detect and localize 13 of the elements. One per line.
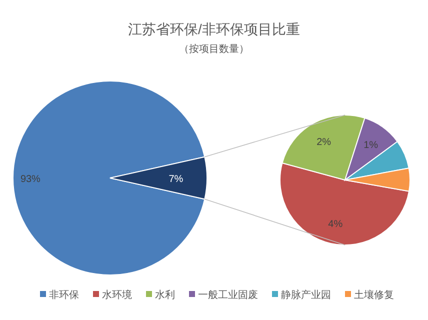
legend-label: 土壤修复 (354, 289, 394, 301)
chart-title: 江苏省环保/非环保项目比重 (128, 21, 300, 37)
legend-label: 水利 (155, 289, 175, 301)
data-label: 1% (364, 140, 378, 152)
legend-label: 水环境 (102, 289, 132, 301)
data-label: 2% (316, 137, 332, 148)
data-label: 4% (328, 219, 343, 230)
data-label: 7% (168, 174, 184, 185)
legend-label: 非环保 (49, 289, 79, 301)
data-label: 93% (20, 174, 41, 185)
legend-label: 静脉产业园 (281, 289, 331, 301)
chart-subtitle: （按项目数量） (179, 43, 249, 55)
legend-label: 一般工业固废 (198, 289, 258, 301)
